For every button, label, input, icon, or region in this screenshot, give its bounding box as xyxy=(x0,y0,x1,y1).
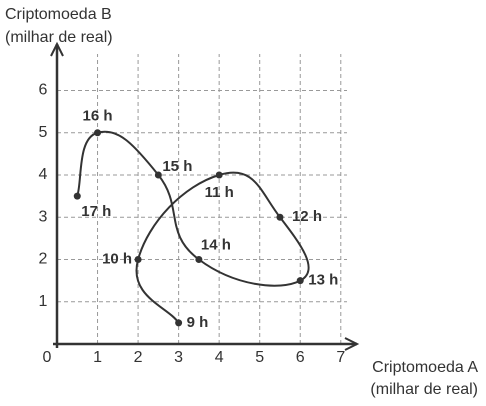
point xyxy=(154,171,162,179)
x-tick-label: 0 xyxy=(43,349,52,366)
x-axis-label: Criptomoeda A xyxy=(372,359,478,376)
point xyxy=(296,277,304,285)
y-tick-label: 3 xyxy=(39,208,48,225)
curve xyxy=(76,130,310,324)
y-tick-label: 5 xyxy=(39,124,48,141)
point xyxy=(195,255,203,263)
x-tick-label: 6 xyxy=(296,349,305,366)
x-tick-label: 5 xyxy=(255,349,264,366)
point xyxy=(276,213,284,221)
y-tick-label: 4 xyxy=(39,166,48,183)
x-tick-label: 1 xyxy=(93,349,102,366)
x-axis-label: (milhar de real) xyxy=(370,381,478,398)
point-label: 14 h xyxy=(201,236,231,253)
point xyxy=(134,255,142,263)
y-tick-label: 2 xyxy=(39,251,48,268)
x-tick-label: 4 xyxy=(215,349,224,366)
point xyxy=(94,129,102,137)
point-label: 9 h xyxy=(187,314,209,331)
point xyxy=(73,192,81,200)
x-axis-arrow xyxy=(344,337,360,351)
y-tick-label: 6 xyxy=(39,82,48,99)
point xyxy=(215,171,223,179)
point-label: 11 h xyxy=(205,184,234,201)
x-tick-label: 3 xyxy=(174,349,183,366)
y-axis-label: Criptomoeda B xyxy=(5,6,112,23)
y-axis-arrow xyxy=(50,41,64,57)
point-label: 15 h xyxy=(162,158,192,175)
y-tick-label: 1 xyxy=(39,293,48,310)
y-axis-label: (milhar de real) xyxy=(5,29,113,46)
point-label: 17 h xyxy=(81,203,111,220)
x-tick-label: 2 xyxy=(134,349,143,366)
point-label: 16 h xyxy=(83,108,113,125)
point-label: 12 h xyxy=(292,208,322,225)
point-label: 13 h xyxy=(308,272,338,289)
x-tick-label: 7 xyxy=(336,349,345,366)
point xyxy=(175,319,183,327)
point-label: 10 h xyxy=(102,250,132,267)
